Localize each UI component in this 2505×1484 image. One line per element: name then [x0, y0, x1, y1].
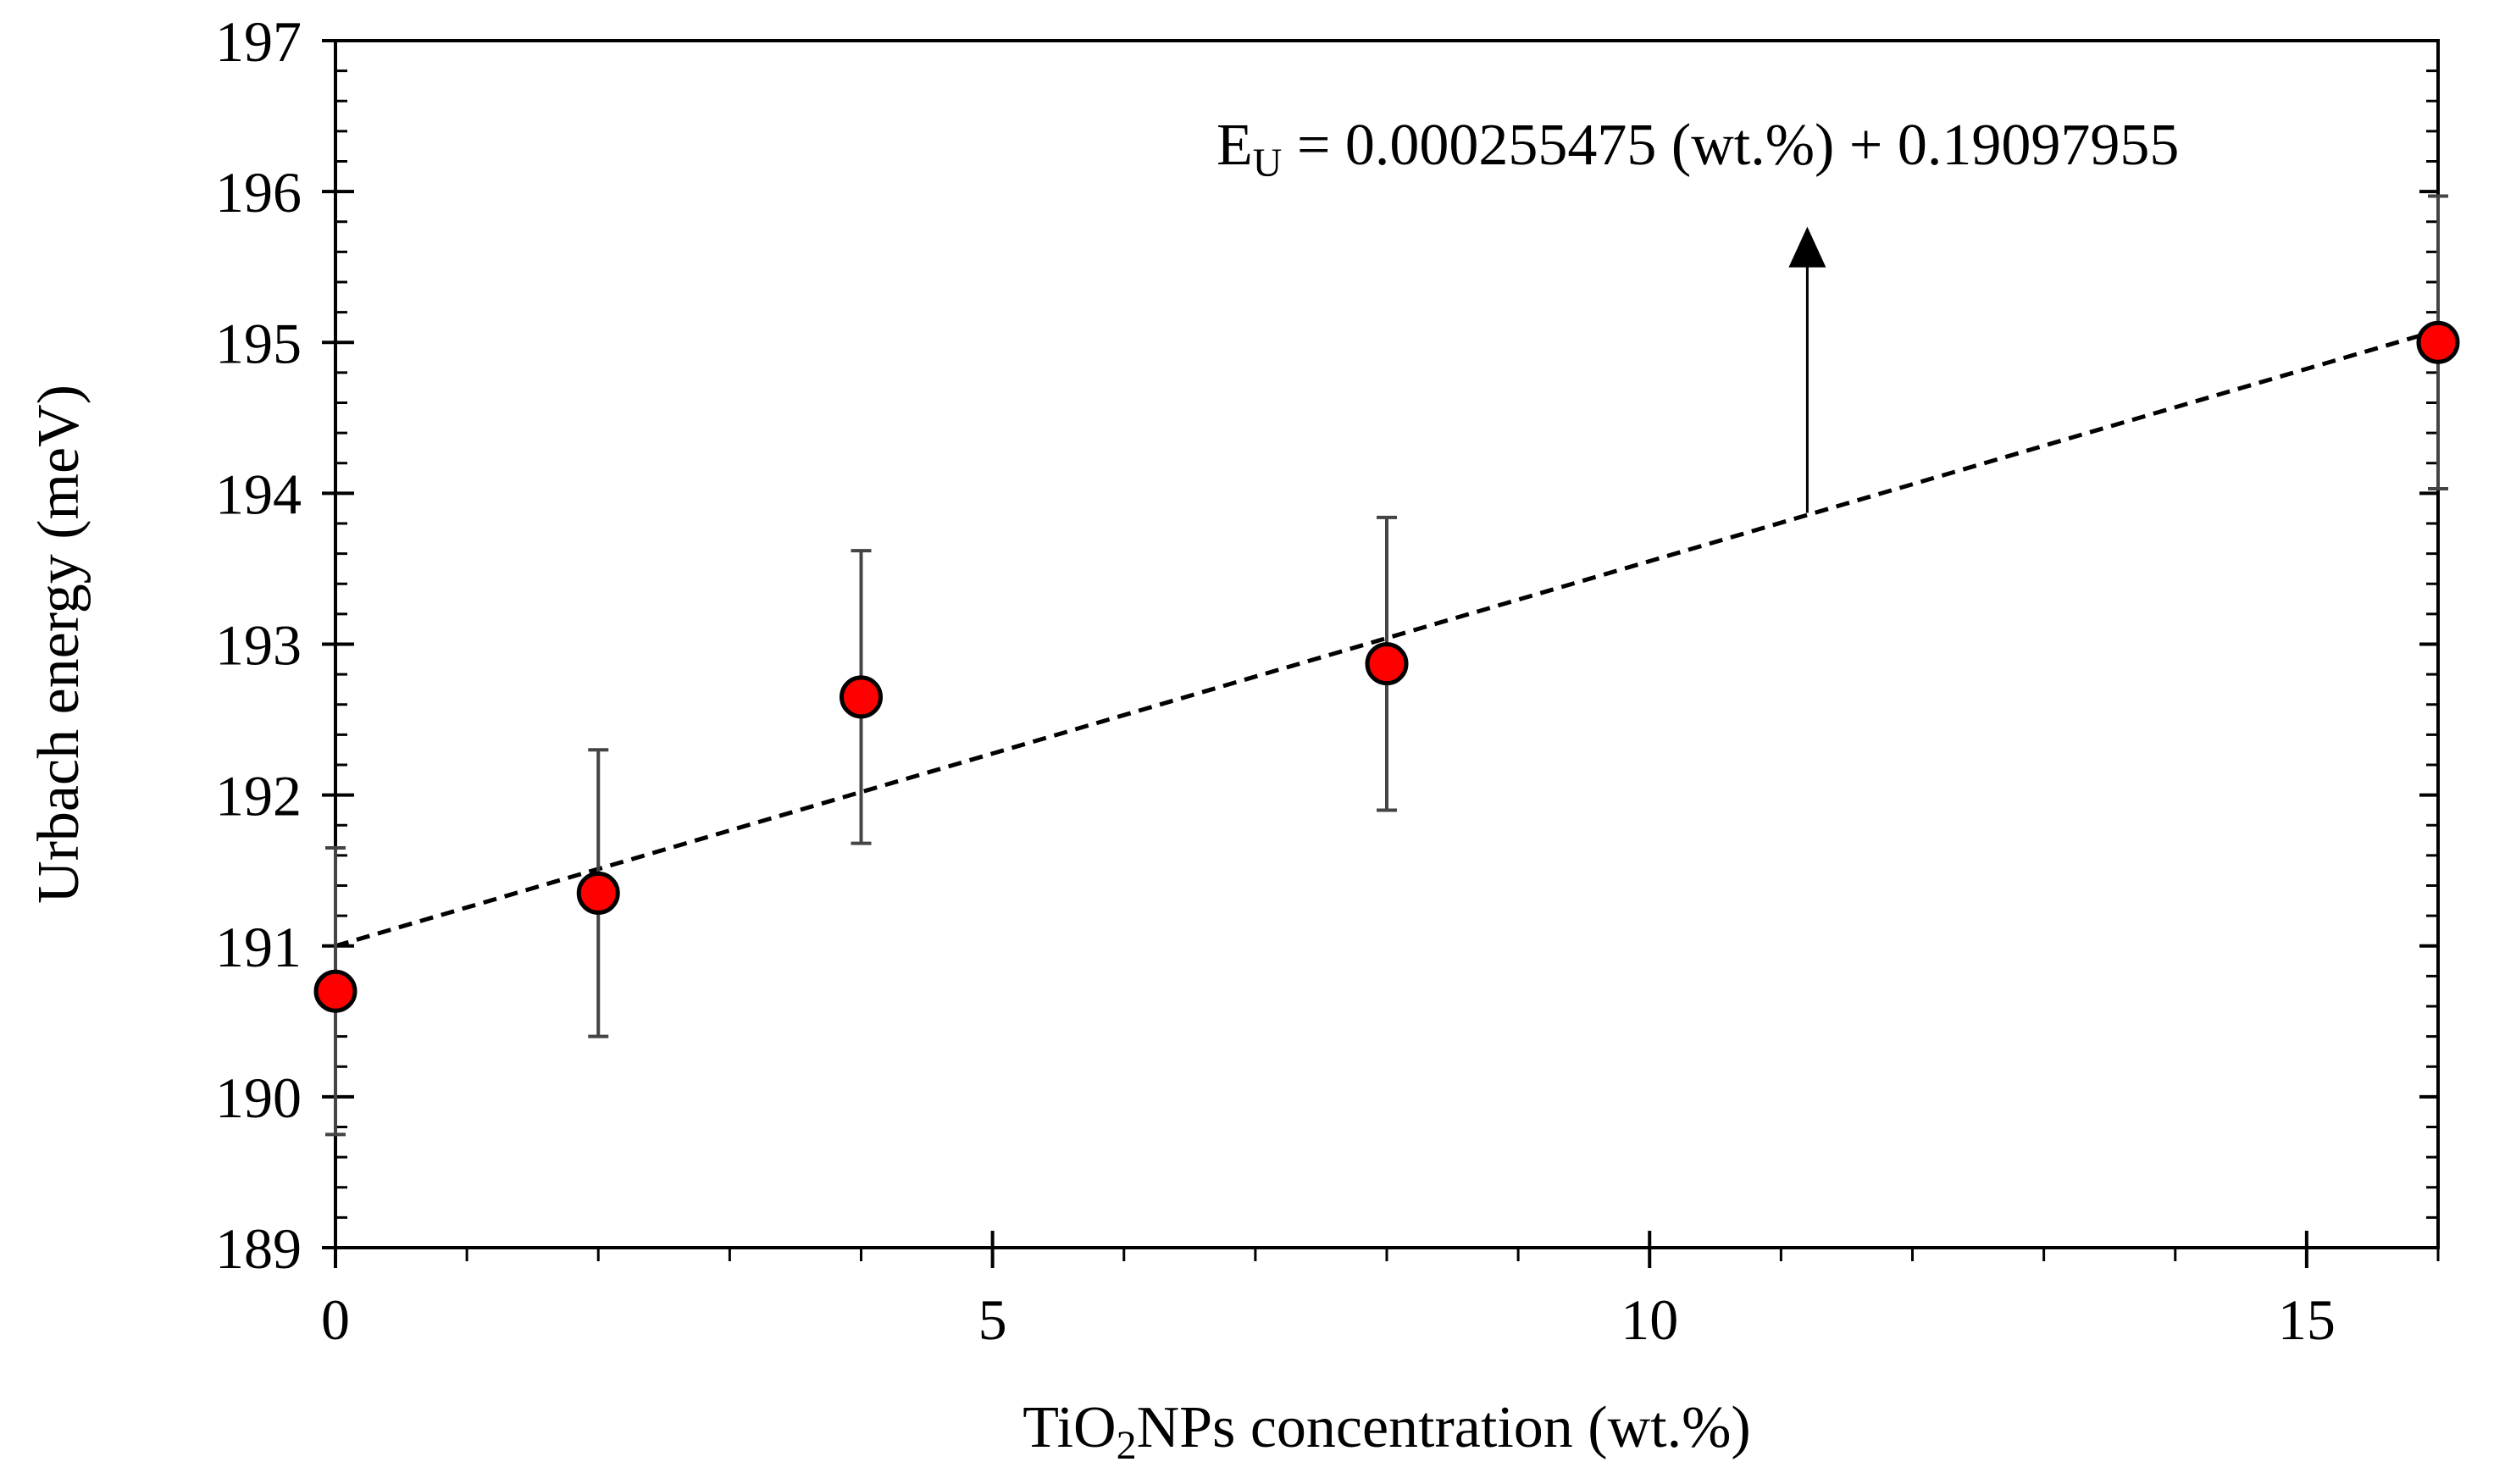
y-tick-label: 192 [215, 764, 302, 828]
regression-equation: EU = 0.000255475 (wt.%) + 0.19097955 [1216, 113, 2179, 186]
data-point [313, 969, 357, 1013]
y-tick-label: 193 [215, 613, 302, 678]
equation-prefix: E [1216, 113, 1253, 178]
data-point [840, 675, 883, 719]
x-tick-label: 15 [2278, 1287, 2336, 1352]
x-tick-label: 5 [978, 1287, 1007, 1352]
y-axis-title: Urbach energy (meV) [26, 385, 91, 904]
y-tick-label: 197 [215, 9, 302, 74]
y-tick-label: 189 [215, 1216, 302, 1281]
annotation-arrowhead [1788, 226, 1826, 268]
trendline-layer [335, 328, 2439, 949]
y-tick-label: 195 [215, 311, 302, 375]
data-point [2416, 320, 2460, 364]
x-tick-label: 0 [321, 1287, 350, 1352]
axes: 189 190 191 192 193 194 195 196 197 0 5 10 15 [215, 9, 2440, 1352]
equation-suffix: = 0.000255475 (wt.%) + 0.19097955 [1282, 113, 2179, 178]
x-axis-title-subscript: 2 [1117, 1423, 1137, 1468]
x-tick-label: 10 [1621, 1287, 1678, 1352]
y-tick-label: 191 [215, 915, 302, 979]
x-axis-title-suffix: NPs concentration (wt.%) [1137, 1395, 1751, 1460]
annotation [1788, 226, 1826, 513]
x-axis-title-prefix: TiO [1023, 1395, 1116, 1460]
equation-subscript: U [1253, 141, 1283, 186]
x-axis-title: TiO2NPs concentration (wt.%) [1023, 1395, 1750, 1468]
data-point [1365, 642, 1409, 686]
trendline [335, 328, 2439, 949]
data-points [313, 320, 2460, 1013]
y-tick-label: 196 [215, 160, 302, 224]
y-tick-label: 190 [215, 1066, 302, 1130]
y-tick-label: 194 [215, 462, 302, 526]
data-point [576, 871, 620, 915]
